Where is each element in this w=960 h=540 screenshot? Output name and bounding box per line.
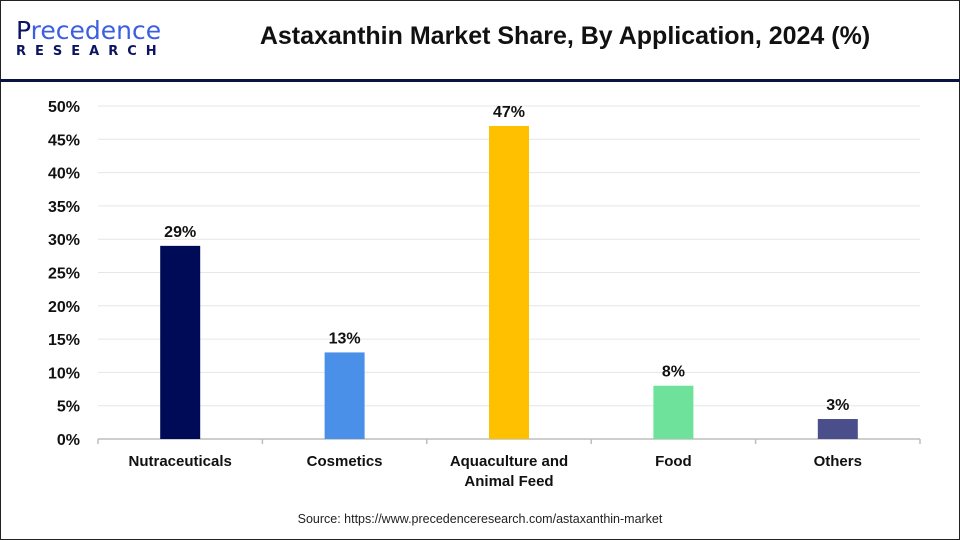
y-tick-label: 10%: [48, 365, 80, 382]
data-label: 29%: [164, 224, 196, 241]
bar: [160, 245, 201, 439]
x-category-label: Others: [814, 453, 862, 470]
data-label: 8%: [662, 364, 685, 381]
y-tick-label: 35%: [48, 199, 80, 216]
x-category-label: Nutraceuticals: [129, 453, 232, 470]
header-divider: [0, 79, 960, 82]
x-category-label: Aquaculture and: [450, 453, 568, 470]
y-tick-label: 40%: [48, 166, 80, 183]
data-label: 3%: [826, 397, 849, 414]
y-tick-label: 50%: [48, 99, 80, 116]
y-tick-label: 5%: [57, 399, 80, 416]
data-label: 47%: [493, 104, 525, 121]
y-tick-label: 45%: [48, 132, 80, 149]
logo-subtitle: RESEARCH: [16, 44, 166, 59]
bar: [324, 352, 365, 439]
y-tick-label: 20%: [48, 299, 80, 316]
y-tick-label: 25%: [48, 266, 80, 283]
y-tick-label: 15%: [48, 332, 80, 349]
bar: [489, 125, 529, 439]
precedence-research-logo: Precedence RESEARCH: [16, 18, 166, 62]
y-tick-label: 0%: [57, 432, 80, 449]
x-category-label: Cosmetics: [307, 453, 383, 470]
data-label: 13%: [329, 330, 361, 347]
logo-letter: P: [16, 16, 31, 45]
y-tick-label: 30%: [48, 232, 80, 249]
logo-word: recedence: [30, 16, 162, 45]
bar: [653, 385, 694, 439]
x-category-label: Food: [655, 453, 692, 470]
bar: [817, 419, 858, 439]
chart-title: Astaxanthin Market Share, By Application…: [259, 22, 871, 50]
source-note: Source: https://www.precedenceresearch.c…: [297, 512, 663, 526]
x-category-label: Animal Feed: [464, 473, 553, 490]
